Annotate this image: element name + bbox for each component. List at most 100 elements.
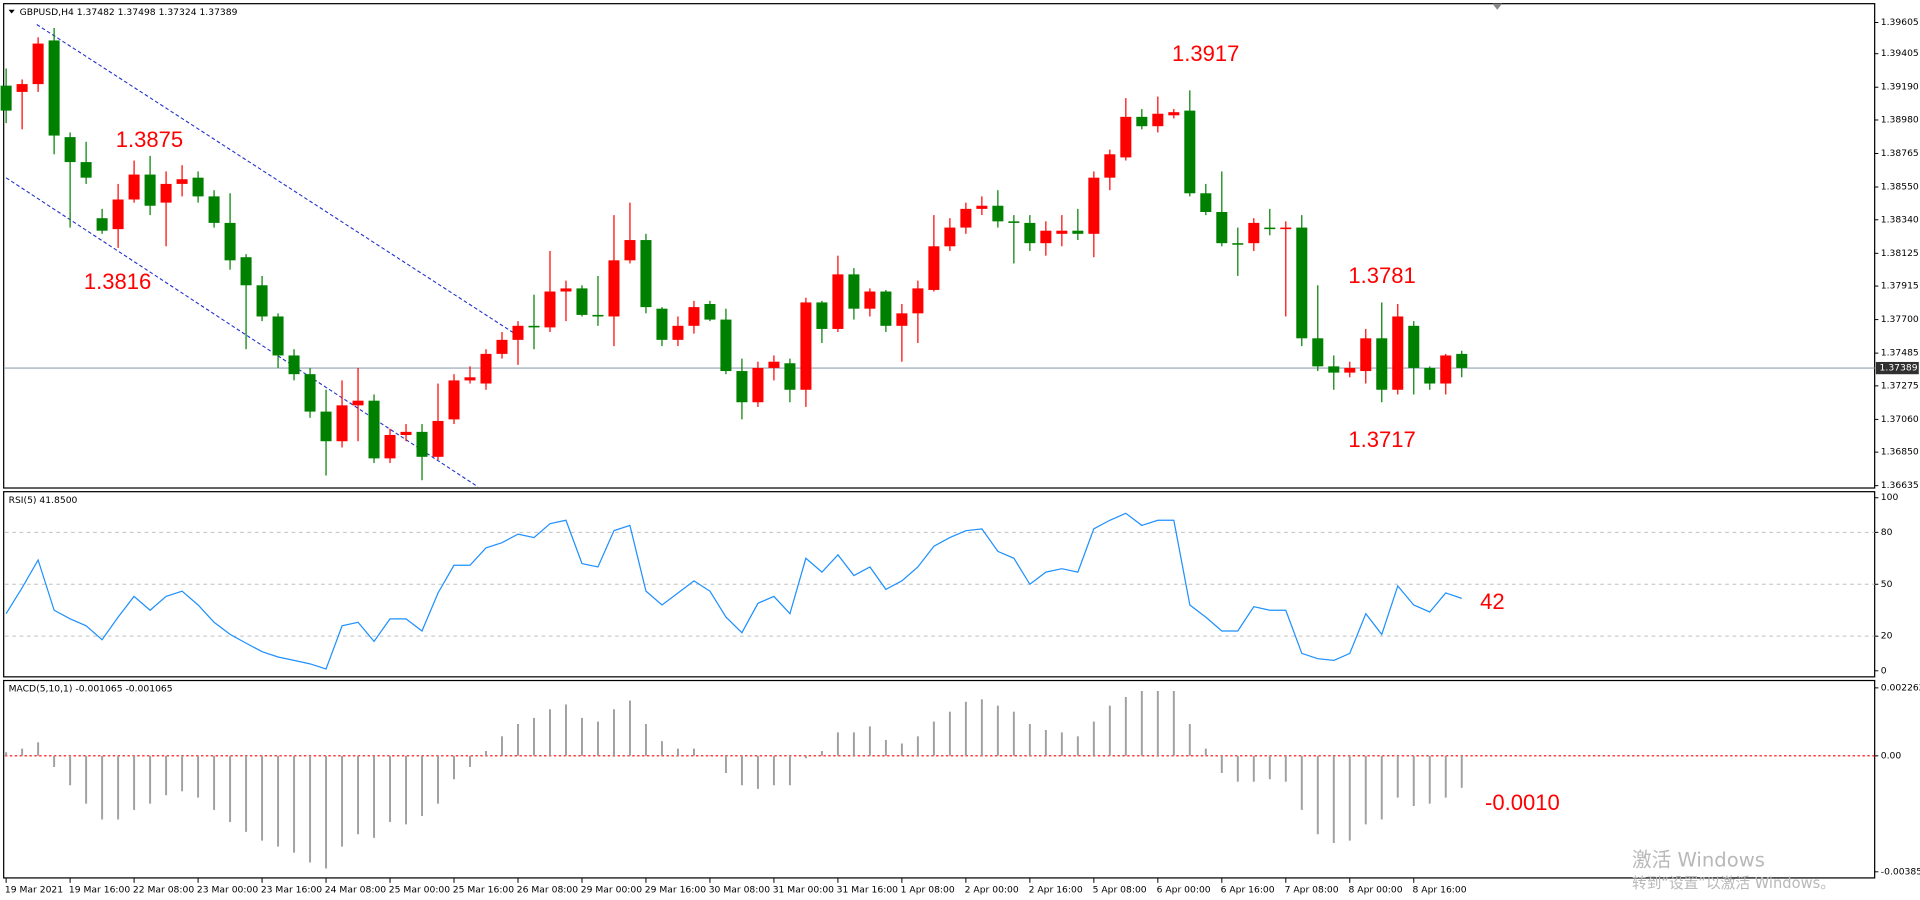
rsi-title: RSI(5) 41.8500 bbox=[9, 495, 78, 506]
y-tick-label: 1.38765 bbox=[1881, 148, 1919, 159]
candle-body bbox=[1040, 230, 1052, 244]
macd-panel bbox=[3, 679, 1876, 879]
x-tick-label: 1 Apr 08:00 bbox=[901, 885, 955, 896]
x-tick-label: 22 Mar 08:00 bbox=[133, 885, 194, 896]
candle-body bbox=[96, 218, 108, 231]
candle-body bbox=[608, 260, 620, 317]
candle-body bbox=[736, 371, 748, 403]
candle-body bbox=[80, 162, 92, 178]
candle-body bbox=[192, 177, 204, 197]
candle-body bbox=[640, 240, 652, 308]
candle-body bbox=[1200, 193, 1212, 212]
y-tick-label: 80 bbox=[1881, 527, 1893, 538]
candle-body bbox=[112, 199, 124, 230]
candle-body bbox=[560, 288, 572, 292]
x-tick-label: 25 Mar 00:00 bbox=[389, 885, 450, 896]
y-tick-label: 1.39605 bbox=[1881, 17, 1919, 28]
candle-body bbox=[528, 325, 540, 328]
candle-body bbox=[720, 319, 732, 372]
candle-body bbox=[336, 405, 348, 442]
candle-body bbox=[1088, 177, 1100, 234]
x-tick-label: 19 Mar 16:00 bbox=[69, 885, 130, 896]
y-tick-label: -0.003859 bbox=[1881, 866, 1920, 877]
candle-body bbox=[864, 291, 876, 309]
candle-body bbox=[496, 339, 508, 354]
candle-body bbox=[976, 205, 988, 209]
candle-body bbox=[624, 240, 636, 261]
y-tick-label: 1.39190 bbox=[1881, 82, 1919, 93]
candle-body bbox=[1296, 227, 1308, 339]
x-tick-label: 29 Mar 16:00 bbox=[645, 885, 706, 896]
x-tick-label: 5 Apr 08:00 bbox=[1093, 885, 1147, 896]
candle-body bbox=[1168, 112, 1180, 116]
annotation: 1.3717 bbox=[1348, 427, 1415, 452]
candle-body bbox=[1008, 221, 1020, 223]
y-tick-label: 1.37915 bbox=[1881, 281, 1919, 292]
rsi-line bbox=[5, 512, 1462, 670]
candle-body bbox=[960, 208, 972, 228]
candle-body bbox=[1120, 116, 1132, 158]
candle-body bbox=[592, 314, 604, 317]
candle-body bbox=[1024, 222, 1036, 244]
x-tick-label: 2 Apr 16:00 bbox=[1029, 885, 1083, 896]
menu-arrow[interactable] bbox=[8, 9, 15, 14]
x-tick-label: 30 Mar 08:00 bbox=[709, 885, 770, 896]
y-tick-label: 0.002262 bbox=[1881, 682, 1920, 693]
shift-marker bbox=[1492, 3, 1503, 10]
candle-body bbox=[1408, 325, 1420, 368]
candle-body bbox=[832, 274, 844, 329]
candle-body bbox=[880, 291, 892, 326]
y-tick-label: 20 bbox=[1881, 631, 1893, 642]
candle-body bbox=[48, 40, 60, 136]
annotation: 42 bbox=[1480, 589, 1505, 614]
x-tick-label: 23 Mar 16:00 bbox=[261, 885, 322, 896]
chart-title: GBPUSD,H4 1.37482 1.37498 1.37324 1.3738… bbox=[20, 7, 238, 18]
last-price-box bbox=[1875, 361, 1919, 375]
candle-body bbox=[784, 363, 796, 390]
y-tick-label: 1.37275 bbox=[1881, 380, 1919, 391]
y-tick-label: 1.37485 bbox=[1881, 348, 1919, 359]
candle-body bbox=[368, 400, 380, 459]
candle-body bbox=[1104, 154, 1116, 178]
candle-body bbox=[1184, 110, 1196, 194]
x-tick-label: 26 Mar 08:00 bbox=[517, 885, 578, 896]
y-tick-label: 100 bbox=[1881, 492, 1899, 503]
candle-body bbox=[304, 374, 316, 412]
candle-body bbox=[992, 205, 1004, 222]
candle-body bbox=[1248, 222, 1260, 244]
x-tick-label: 2 Apr 00:00 bbox=[965, 885, 1019, 896]
candle-body bbox=[0, 85, 12, 111]
candle-body bbox=[1312, 338, 1324, 367]
x-tick-label: 24 Mar 08:00 bbox=[325, 885, 386, 896]
x-tick-label: 8 Apr 16:00 bbox=[1413, 885, 1467, 896]
candle-body bbox=[144, 174, 156, 206]
candle-body bbox=[224, 222, 236, 261]
annotation: 1.3781 bbox=[1348, 263, 1415, 288]
y-tick-label: 50 bbox=[1881, 579, 1893, 590]
y-tick-label: 1.39405 bbox=[1881, 48, 1919, 59]
candle-body bbox=[176, 179, 188, 184]
candle-body bbox=[576, 288, 588, 315]
candle-body bbox=[384, 434, 396, 459]
candle-body bbox=[208, 196, 220, 223]
candle-body bbox=[352, 400, 364, 406]
candle-body bbox=[944, 227, 956, 247]
candle-body bbox=[928, 246, 940, 290]
candle-body bbox=[448, 380, 460, 420]
y-tick-label: 1.36850 bbox=[1881, 447, 1919, 458]
x-tick-label: 8 Apr 00:00 bbox=[1349, 885, 1403, 896]
x-tick-label: 29 Mar 00:00 bbox=[581, 885, 642, 896]
y-tick-label: 0 bbox=[1881, 665, 1887, 676]
candle-body bbox=[464, 377, 476, 381]
candle-body bbox=[1328, 366, 1340, 373]
x-tick-label: 25 Mar 16:00 bbox=[453, 885, 514, 896]
candle-body bbox=[320, 411, 332, 442]
candle-body bbox=[480, 353, 492, 384]
annotation: 1.3917 bbox=[1172, 41, 1239, 66]
candle-body bbox=[1424, 367, 1436, 384]
candle-body bbox=[1376, 338, 1388, 390]
candle-body bbox=[128, 174, 140, 200]
candle-body bbox=[1232, 243, 1244, 245]
annotation: 1.3816 bbox=[84, 269, 151, 294]
